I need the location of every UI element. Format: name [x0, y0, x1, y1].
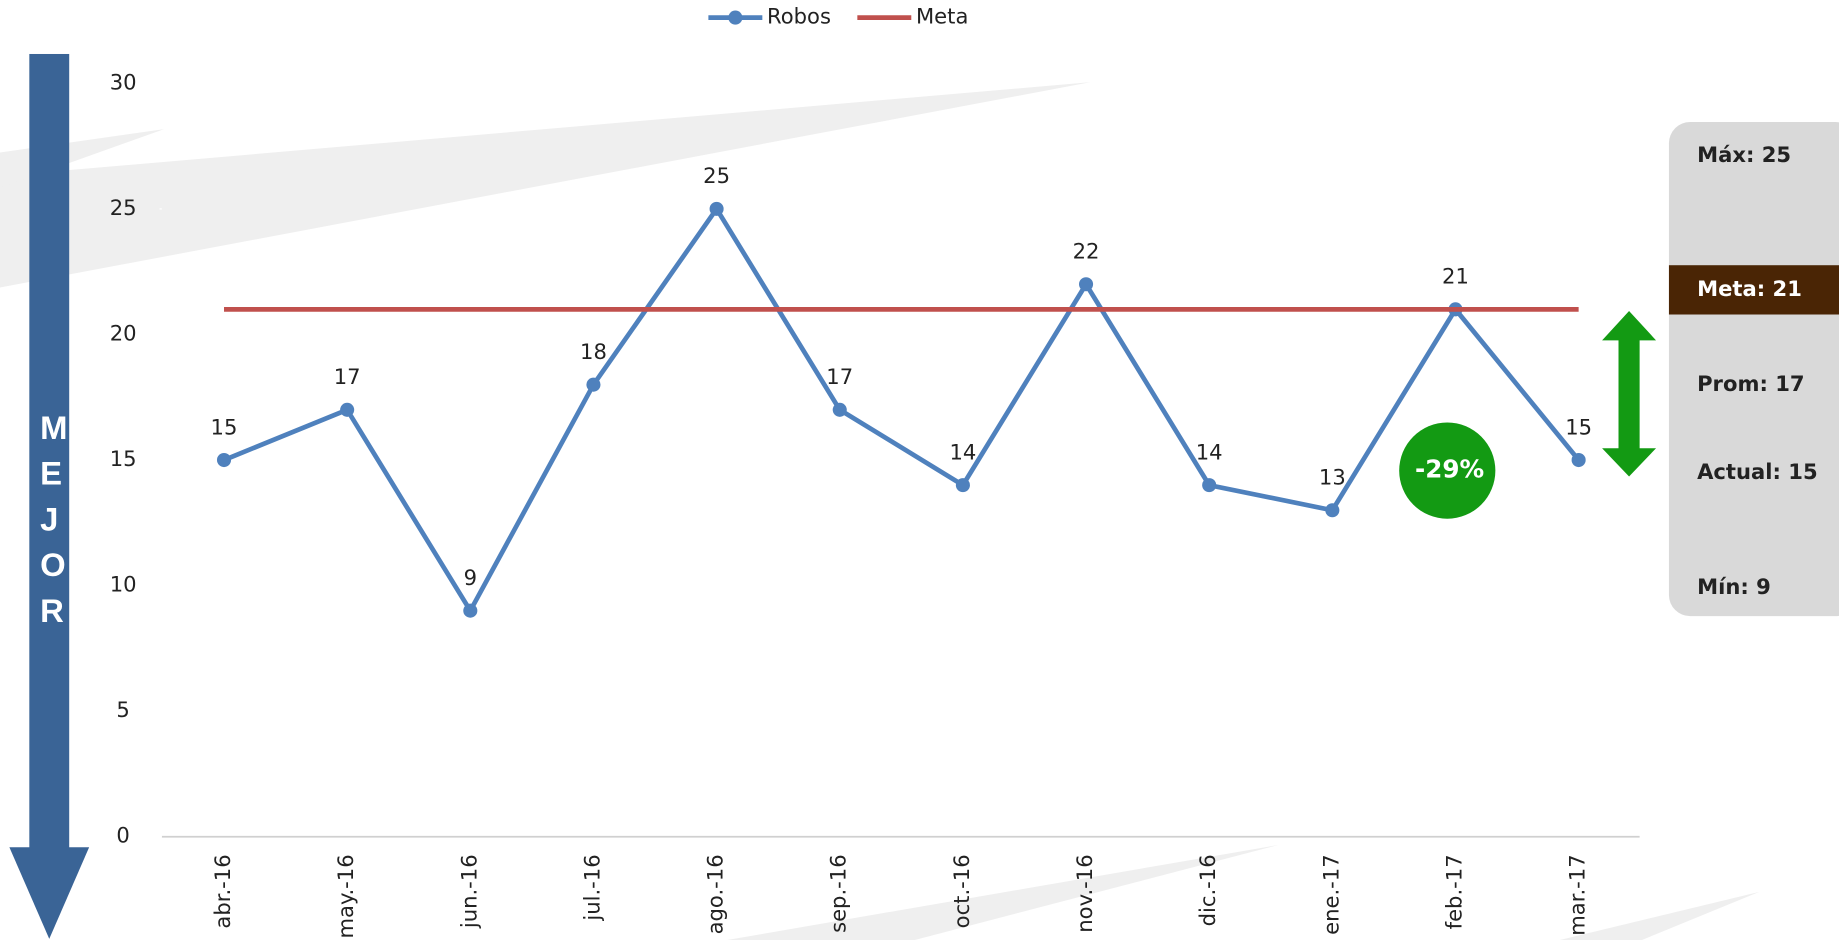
point: [586, 377, 601, 392]
meta-band: [1668, 265, 1839, 315]
x-tick-label: feb.-17: [1441, 854, 1466, 929]
badge: [1399, 422, 1496, 519]
gap-arrow: [1602, 310, 1657, 477]
point: [1571, 452, 1586, 468]
point: [1325, 503, 1340, 518]
data-label: 15: [211, 414, 238, 439]
data-label: 25: [703, 163, 730, 188]
point: [832, 402, 847, 417]
data-label: 14: [949, 439, 976, 464]
x-tick-label: may.-16: [333, 854, 358, 938]
meta-label: Meta: 21: [1697, 276, 1802, 301]
actual-label: Actual: 15: [1697, 459, 1818, 484]
y-tick-label: 25: [110, 195, 137, 220]
x-tick-label: oct.-16: [949, 854, 974, 928]
data-label: 14: [1196, 439, 1223, 464]
point: [340, 402, 355, 417]
x-tick-label: ene.-17: [1318, 854, 1343, 935]
badge-label: -29%: [1415, 455, 1484, 484]
x-tick-label: dic.-16: [1195, 854, 1220, 926]
x-tick-label: nov.-16: [1072, 854, 1097, 932]
data-label: 9: [464, 565, 477, 590]
data-label: 17: [334, 364, 361, 389]
max-label: Máx: 25: [1697, 142, 1791, 167]
point: [463, 603, 478, 618]
point: [1202, 478, 1217, 493]
data-label: 22: [1073, 239, 1100, 264]
data-label: 17: [826, 364, 853, 389]
x-tick-label: abr.-16: [210, 854, 235, 928]
y-tick-label: 0: [116, 823, 129, 848]
y-tick-label: 15: [110, 446, 137, 471]
y-tick-label: 30: [110, 69, 137, 94]
x-tick-label: mar.-17: [1565, 854, 1590, 935]
better-arrow: [9, 53, 90, 939]
series-line: [223, 204, 1581, 616]
data-label: 15: [1565, 414, 1592, 439]
point: [955, 478, 970, 493]
min-label: Mín: 9: [1697, 574, 1771, 599]
side-panel: [1668, 122, 1839, 617]
y-tick-label: 20: [110, 320, 137, 345]
x-tick-label: jul.-16: [579, 854, 604, 921]
legend-label: Robos: [767, 4, 831, 29]
legend-marker: [728, 10, 743, 25]
data-label: 13: [1319, 465, 1346, 490]
arrow-label: MEJOR: [40, 409, 68, 630]
data-label: 18: [580, 339, 607, 364]
prom-label: Prom: 17: [1697, 371, 1805, 396]
y-tick-label: 10: [110, 572, 137, 597]
data-label: 21: [1442, 264, 1469, 289]
x-tick-label: ago.-16: [703, 854, 728, 934]
x-tick-label: jun.-16: [456, 854, 481, 929]
legend-label: Meta: [916, 4, 968, 29]
x-tick-label: sep.-16: [826, 854, 851, 933]
background-streaks: [0, 82, 1760, 940]
point: [1079, 277, 1094, 292]
point: [709, 201, 724, 216]
y-tick-label: 5: [116, 697, 129, 722]
point: [216, 452, 232, 468]
arrow-label-box: MEJOR: [40, 409, 68, 630]
